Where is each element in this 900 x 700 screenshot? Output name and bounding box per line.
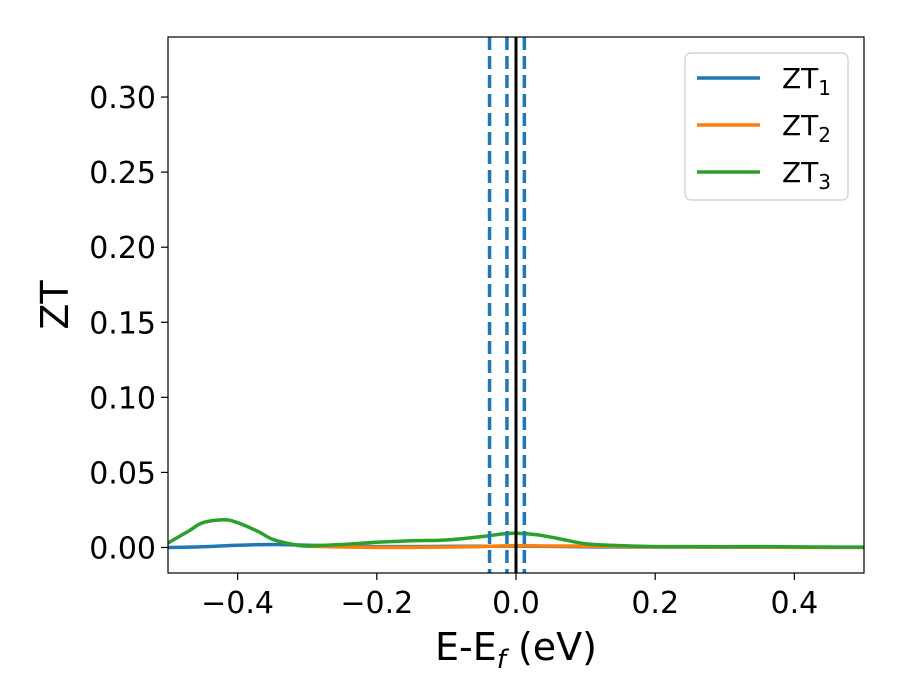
legend-box [684, 52, 849, 201]
y-tick-label: 0.00 [89, 531, 156, 566]
legend-label-zt1: ZT1 [782, 62, 831, 100]
y-axis-label: ZT [33, 280, 77, 330]
y-tick-label: 0.20 [89, 231, 156, 266]
x-axis-label-unit: (eV) [506, 625, 597, 669]
x-ticks: −0.4 −0.2 0.0 0.2 0.4 [201, 573, 818, 621]
legend: ZT1 ZT2 ZT3 [684, 52, 849, 201]
legend-label-zt2: ZT2 [782, 109, 831, 147]
y-tick-label: 0.15 [89, 306, 156, 341]
y-ticks: 0.00 0.05 0.10 0.15 0.20 0.25 0.30 [89, 81, 168, 566]
x-tick-label: 0.2 [631, 586, 679, 621]
vline-layer [487, 37, 527, 573]
y-tick-label: 0.05 [89, 456, 156, 491]
y-tick-label: 0.25 [89, 156, 156, 191]
x-axis-label-main: E-E [435, 625, 497, 669]
x-tick-label: −0.2 [340, 586, 413, 621]
x-tick-label: 0.4 [771, 586, 819, 621]
series-zt3-line [168, 517, 864, 549]
y-tick-label: 0.30 [89, 81, 156, 116]
x-tick-label: 0.0 [492, 586, 540, 621]
legend-label-zt3: ZT3 [782, 156, 831, 194]
x-axis-label: E-Ef (eV) [435, 625, 597, 675]
y-tick-label: 0.10 [89, 381, 156, 416]
x-tick-label: −0.4 [201, 586, 274, 621]
